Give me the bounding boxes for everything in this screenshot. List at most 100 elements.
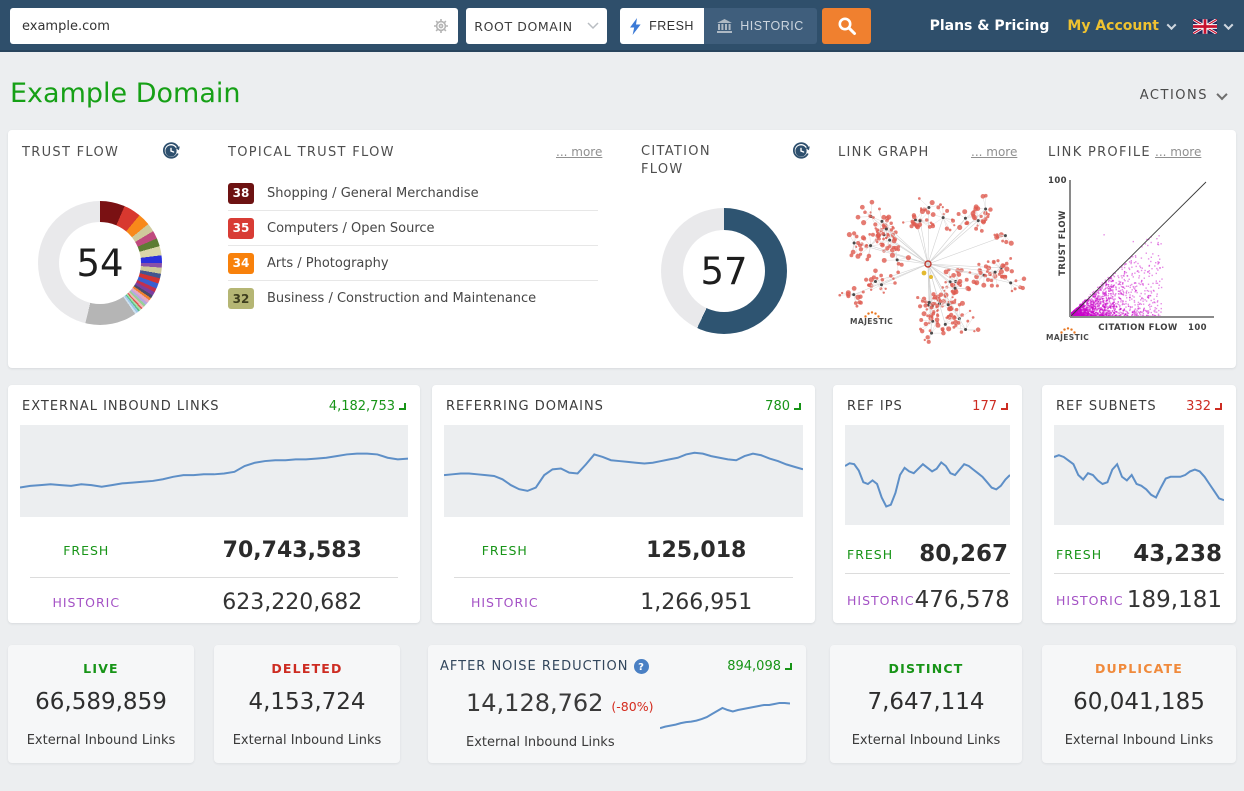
search-submit-button[interactable] [822, 8, 871, 44]
link-graph-title: LINK GRAPH [838, 145, 930, 160]
historic-value: 1,266,951 [640, 589, 753, 615]
link-profile-chart[interactable]: 100 TRUST FLOW CITATION FLOW 100 [1048, 172, 1220, 344]
topic-label: Computers / Open Source [267, 220, 435, 236]
historic-label[interactable]: HISTORIC [470, 594, 539, 610]
topic-label: Business / Construction and Maintenance [267, 291, 537, 306]
topic-score-badge: 35 [228, 217, 254, 239]
fresh-label[interactable]: FRESH [481, 542, 528, 558]
trust-flow-history-icon[interactable] [160, 139, 182, 165]
page-title: Example Domain [10, 78, 241, 109]
history-sparkline [845, 425, 1010, 525]
summary-subtitle: External Inbound Links [851, 733, 1001, 748]
fresh-button-label: FRESH [649, 19, 694, 33]
search-box [10, 8, 458, 44]
divider [30, 577, 398, 578]
history-sparkline [20, 425, 408, 517]
card-title: REF IPS [847, 399, 903, 414]
language-selector[interactable] [1193, 18, 1234, 34]
card-title: REF SUBNETS [1056, 399, 1157, 414]
metric-card-referring-domains: REFERRING DOMAINS 780 FRESH 125,018 HISTO… [432, 385, 815, 623]
delta-indicator: 894,098 [727, 659, 792, 674]
noise-percent-change: (-80%) [611, 699, 654, 714]
help-icon[interactable]: ? [634, 659, 650, 674]
delta-indicator: 4,182,753 [329, 399, 406, 414]
index-mode-toggle: FRESH HISTORIC [620, 8, 817, 44]
majestic-arc-icon [1059, 327, 1076, 334]
summary-value: 4,153,724 [248, 689, 366, 715]
historic-value: 623,220,682 [222, 589, 363, 615]
topic-label: Arts / Photography [267, 255, 389, 271]
index-scope-select[interactable]: ROOT DOMAIN [466, 8, 607, 44]
topic-row[interactable]: 34 Arts / Photography [228, 246, 598, 281]
link-graph-more-link[interactable]: ... more [971, 145, 1018, 159]
search-options-gear-icon[interactable] [433, 18, 449, 38]
summary-value: 7,647,114 [867, 689, 985, 715]
citation-flow-history-icon[interactable] [790, 139, 812, 165]
navbar-right-links: Plans & Pricing My Account [929, 0, 1234, 52]
summary-subtitle: External Inbound Links [26, 733, 176, 748]
search-input[interactable] [10, 8, 458, 44]
fresh-value: 70,743,583 [222, 537, 362, 563]
link-graph-canvas[interactable] [823, 164, 1033, 362]
metric-card-ref-subnets: REF SUBNETS 332 FRESH 43,238 HISTORIC 189,… [1042, 385, 1236, 623]
history-sparkline [444, 425, 803, 517]
chevron-down-icon [1216, 88, 1228, 100]
link-profile-title: LINK PROFILE [1048, 145, 1151, 160]
svg-text:?: ? [639, 662, 646, 673]
trend-caret-icon [794, 403, 801, 410]
magnifier-icon [838, 17, 856, 35]
summary-value: 66,589,859 [35, 689, 167, 715]
citation-flow-title: CITATION FLOW [641, 144, 711, 177]
chevron-down-icon [1223, 19, 1234, 30]
delta-indicator: 332 [1186, 399, 1222, 414]
y-axis-max-label: 100 [1048, 176, 1067, 186]
summary-card-distinct: DISTINCT 7,647,114 External Inbound Link… [830, 645, 1022, 763]
topic-row[interactable]: 32 Business / Construction and Maintenan… [228, 281, 598, 316]
plans-pricing-link[interactable]: Plans & Pricing [929, 18, 1050, 34]
y-axis-title: TRUST FLOW [1058, 210, 1068, 276]
majestic-brand-logo: MAJESTIC [1046, 326, 1089, 342]
chevron-down-icon [587, 22, 599, 30]
historic-index-button[interactable]: HISTORIC [704, 8, 817, 44]
metric-card-ref-ips: REF IPS 177 FRESH 80,267 HISTORIC 476,578 [833, 385, 1022, 623]
top-navbar: ROOT DOMAIN FRESH HISTORIC Plans & Prici… [0, 0, 1244, 52]
my-account-menu[interactable]: My Account [1067, 18, 1177, 34]
topic-row[interactable]: 38 Shopping / General Merchandise [228, 176, 598, 211]
historic-label[interactable]: HISTORIC [52, 594, 121, 610]
summary-label: DUPLICATE [1094, 661, 1184, 676]
historic-value: 476,578 [914, 587, 1010, 613]
topical-more-link[interactable]: ... more [556, 145, 603, 159]
historic-label[interactable]: HISTORIC [847, 592, 915, 608]
topic-score-badge: 38 [228, 182, 254, 204]
actions-menu-button[interactable]: ACTIONS [1140, 88, 1228, 103]
topic-score-badge: 32 [228, 288, 254, 309]
fresh-label[interactable]: FRESH [1056, 546, 1103, 562]
delta-indicator: 780 [765, 399, 801, 414]
x-axis-max-label: 100 [1188, 323, 1207, 333]
summary-subtitle: External Inbound Links [466, 735, 615, 750]
summary-subtitle: External Inbound Links [1064, 733, 1214, 748]
trend-caret-icon [1001, 403, 1008, 410]
divider [845, 573, 1010, 574]
overview-panel: TRUST FLOW 54 TOPICAL TRUST FLOW ... mor… [8, 130, 1236, 368]
summary-label: LIVE [83, 661, 119, 676]
trust-flow-value: 54 [76, 241, 124, 285]
fresh-label[interactable]: FRESH [63, 542, 110, 558]
chevron-down-icon [1166, 19, 1177, 30]
fresh-index-button[interactable]: FRESH [620, 8, 704, 44]
delta-indicator: 177 [972, 399, 1008, 414]
lightning-icon [630, 17, 641, 35]
link-profile-more-link[interactable]: ... more [1155, 145, 1202, 159]
summary-card-after-noise-reduction: AFTER NOISE REDUCTION ? 894,098 14,128,7… [428, 645, 806, 763]
fresh-value: 80,267 [919, 541, 1008, 567]
topic-score-badge: 34 [228, 252, 254, 274]
summary-card-duplicate: DUPLICATE 60,041,185 External Inbound Li… [1042, 645, 1236, 763]
fresh-label[interactable]: FRESH [847, 546, 894, 562]
fresh-value: 43,238 [1133, 541, 1222, 567]
summary-label: DISTINCT [888, 661, 964, 676]
topic-row[interactable]: 35 Computers / Open Source [228, 211, 598, 246]
majestic-arc-icon [863, 311, 880, 318]
noise-value: 14,128,762 [466, 689, 604, 717]
summary-subtitle: External Inbound Links [232, 733, 382, 748]
historic-label[interactable]: HISTORIC [1056, 592, 1124, 608]
